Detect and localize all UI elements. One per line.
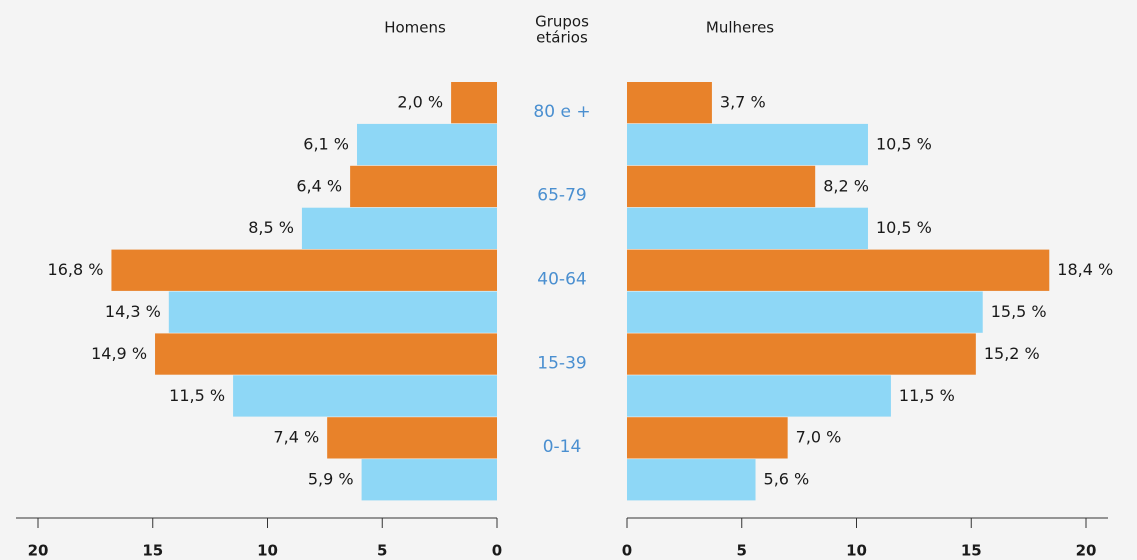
value-label: 11,5 % xyxy=(169,386,225,405)
category-label: 0-14 xyxy=(543,437,582,457)
bar xyxy=(627,123,868,166)
value-label: 14,3 % xyxy=(105,302,161,321)
bar xyxy=(357,123,497,166)
panel-title: Mulheres xyxy=(706,19,774,37)
bar xyxy=(627,375,891,417)
value-label: 5,9 % xyxy=(308,470,354,489)
value-label: 8,2 % xyxy=(823,176,869,195)
bar xyxy=(327,417,497,459)
x-tick-label: 5 xyxy=(377,542,387,560)
panel-title: Homens xyxy=(384,19,446,37)
value-label: 3,7 % xyxy=(720,92,766,111)
category-label: 80 e + xyxy=(533,102,590,122)
value-label: 11,5 % xyxy=(899,386,955,405)
x-tick-label: 15 xyxy=(142,542,163,560)
value-label: 14,9 % xyxy=(91,344,147,363)
bar xyxy=(233,375,497,417)
value-label: 6,1 % xyxy=(303,134,349,153)
x-tick-label: 0 xyxy=(492,542,502,560)
category-label: 65-79 xyxy=(537,186,586,206)
category-header: etários xyxy=(536,29,588,47)
value-label: 5,6 % xyxy=(764,470,810,489)
x-tick-label: 0 xyxy=(622,542,632,560)
category-header: Grupos xyxy=(535,13,589,31)
bar xyxy=(350,165,497,208)
value-label: 18,4 % xyxy=(1057,260,1113,279)
value-label: 6,4 % xyxy=(296,176,342,195)
x-tick-label: 10 xyxy=(257,542,278,560)
bar xyxy=(627,249,1050,291)
bar xyxy=(361,459,497,501)
x-tick-label: 20 xyxy=(28,542,49,560)
category-label: 40-64 xyxy=(537,270,586,290)
value-label: 7,0 % xyxy=(796,428,842,447)
value-label: 7,4 % xyxy=(273,428,319,447)
bar xyxy=(627,291,983,333)
bar xyxy=(168,291,497,333)
category-label: 15-39 xyxy=(537,353,586,373)
value-label: 16,8 % xyxy=(48,260,104,279)
bar xyxy=(627,165,816,208)
value-label: 2,0 % xyxy=(397,92,443,111)
value-label: 15,5 % xyxy=(991,302,1047,321)
value-label: 10,5 % xyxy=(876,218,932,237)
bar xyxy=(627,333,976,375)
bar xyxy=(627,417,788,459)
x-tick-label: 5 xyxy=(737,542,747,560)
x-tick-label: 10 xyxy=(846,542,867,560)
bar xyxy=(301,207,497,249)
bar xyxy=(627,207,868,249)
x-tick-label: 20 xyxy=(1076,542,1097,560)
value-label: 10,5 % xyxy=(876,134,932,153)
bar xyxy=(627,459,756,501)
bar xyxy=(451,82,497,124)
x-tick-label: 15 xyxy=(961,542,982,560)
value-label: 8,5 % xyxy=(248,218,294,237)
value-label: 15,2 % xyxy=(984,344,1040,363)
bar xyxy=(111,249,497,291)
bar xyxy=(155,333,498,375)
bar xyxy=(627,82,712,124)
